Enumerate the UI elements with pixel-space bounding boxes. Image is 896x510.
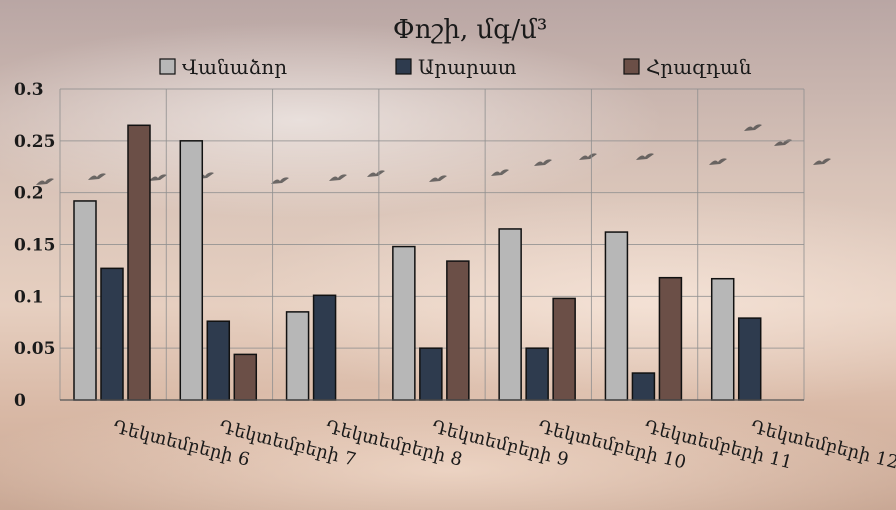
chart-title: Փոշի, մգ/մ³ bbox=[393, 15, 548, 45]
bar-0-4 bbox=[498, 228, 522, 401]
bird-4 bbox=[271, 177, 289, 184]
bird-8 bbox=[491, 169, 509, 176]
y-axis: 0 0.05 0.1 0.15 0.2 0.25 0.3 bbox=[14, 80, 55, 411]
bird-9 bbox=[534, 159, 552, 166]
bar-0-1 bbox=[179, 140, 204, 401]
y-tick-label: 0 bbox=[14, 391, 26, 411]
bars bbox=[60, 124, 804, 401]
y-tick-label: 0.1 bbox=[14, 287, 44, 307]
bar-1-5 bbox=[631, 372, 656, 401]
bird-7 bbox=[429, 175, 447, 182]
bird-0 bbox=[36, 178, 54, 185]
bird-1 bbox=[88, 173, 106, 180]
bar-1-0 bbox=[100, 267, 124, 401]
bird-2 bbox=[149, 174, 167, 181]
bird-13 bbox=[744, 124, 762, 131]
legend-label-0: Վանաձոր bbox=[182, 55, 287, 79]
bird-11 bbox=[636, 153, 654, 160]
legend: Վանաձոր Արարատ Հրազդան bbox=[159, 55, 752, 79]
bar-0-2 bbox=[285, 311, 310, 401]
bar-1-3 bbox=[419, 347, 443, 401]
y-tick-label: 0.05 bbox=[14, 339, 55, 359]
bird-5 bbox=[329, 174, 347, 181]
bar-2-4 bbox=[552, 297, 576, 401]
bird-10 bbox=[579, 153, 597, 160]
bird-12 bbox=[709, 158, 727, 165]
y-tick-label: 0.25 bbox=[14, 132, 55, 152]
legend-swatch-0 bbox=[159, 58, 176, 75]
y-tick-label: 0.15 bbox=[14, 236, 55, 256]
y-tick-label: 0.2 bbox=[14, 184, 44, 204]
legend-label-2: Հրազդան bbox=[646, 55, 752, 79]
plot-area: 0 0.05 0.1 0.15 0.2 0.25 0.3 Դեկտեմբերի 6Դեկտե… bbox=[14, 80, 896, 474]
bar-2-0 bbox=[127, 124, 151, 401]
bar-2-5 bbox=[658, 276, 683, 401]
bird-15 bbox=[813, 158, 831, 165]
legend-swatch-1 bbox=[395, 58, 412, 75]
bar-1-2 bbox=[312, 294, 337, 401]
bar-1-1 bbox=[206, 320, 231, 401]
bar-0-0 bbox=[73, 200, 97, 401]
bar-1-6 bbox=[737, 317, 762, 401]
y-tick-label: 0.3 bbox=[14, 80, 44, 100]
bar-0-3 bbox=[392, 245, 416, 401]
bar-2-3 bbox=[446, 260, 470, 401]
bar-2-1 bbox=[233, 353, 258, 401]
legend-swatch-2 bbox=[623, 58, 640, 75]
bar-1-4 bbox=[525, 347, 549, 401]
bird-6 bbox=[367, 170, 385, 177]
bar-0-6 bbox=[710, 277, 735, 401]
background-birds bbox=[36, 124, 831, 185]
bar-0-5 bbox=[604, 231, 629, 401]
legend-label-1: Արարատ bbox=[418, 55, 517, 79]
